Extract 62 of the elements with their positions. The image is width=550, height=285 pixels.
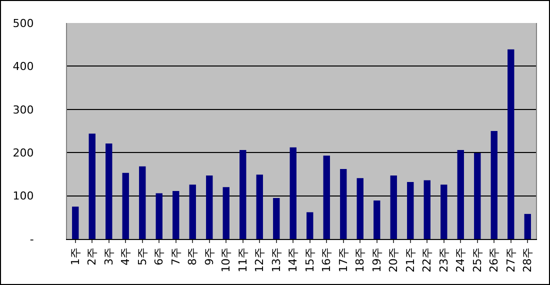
x-tick-label: 14주 xyxy=(286,247,300,272)
y-tick-label: 400 xyxy=(12,60,34,74)
bar xyxy=(306,212,314,239)
bar xyxy=(424,180,430,239)
y-tick-label: 100 xyxy=(12,190,34,203)
x-tick-label: 13주 xyxy=(270,247,283,272)
x-tick-label: 9주 xyxy=(202,247,216,266)
bar xyxy=(72,206,79,239)
bar xyxy=(156,193,162,239)
x-tick-label: 25주 xyxy=(470,247,484,272)
x-tick-label: 12주 xyxy=(253,247,266,272)
x-tick-label: 3주 xyxy=(102,247,116,266)
x-tick-label: 4주 xyxy=(119,247,132,266)
bar xyxy=(340,169,347,239)
bar xyxy=(457,150,464,239)
bar xyxy=(189,184,196,239)
bar xyxy=(390,176,397,239)
bar xyxy=(122,172,129,239)
x-tick-label: 5주 xyxy=(136,247,149,266)
bar xyxy=(374,200,380,239)
x-tick-label: 26주 xyxy=(488,247,501,272)
bar xyxy=(206,176,213,239)
bar xyxy=(273,198,280,239)
x-tick-label: 21주 xyxy=(404,247,417,272)
bar xyxy=(88,134,96,239)
bar xyxy=(524,214,531,239)
bar xyxy=(407,182,414,239)
y-tick-label: - xyxy=(30,232,34,246)
x-tick-label: 28주 xyxy=(521,247,534,272)
x-tick-label: 11주 xyxy=(236,247,250,272)
bar xyxy=(490,131,498,239)
y-tick-label: 200 xyxy=(12,146,34,160)
x-tick-label: 15주 xyxy=(303,247,316,272)
x-tick-label: 16주 xyxy=(320,247,334,272)
x-tick-label: 27주 xyxy=(504,247,518,272)
x-tick-label: 10주 xyxy=(220,247,233,272)
x-tick-label: 24주 xyxy=(454,247,468,272)
x-tick-label: 18주 xyxy=(354,247,367,272)
x-tick-label: 20주 xyxy=(387,247,400,272)
bar xyxy=(508,49,514,239)
y-tick-label: 500 xyxy=(12,16,34,30)
bar xyxy=(356,178,364,239)
x-tick-label: 19주 xyxy=(370,247,384,272)
bar xyxy=(222,187,230,239)
x-tick-label: 23주 xyxy=(437,247,450,272)
x-tick-label: 2주 xyxy=(86,247,99,266)
x-tick-label: 1주 xyxy=(68,247,82,266)
bar xyxy=(240,150,246,239)
bar xyxy=(323,156,330,239)
x-tick-label: 8주 xyxy=(186,247,200,266)
x-tick-label: 6주 xyxy=(152,247,166,266)
bar xyxy=(256,174,263,239)
bar xyxy=(290,147,296,239)
x-tick-label: 7주 xyxy=(169,247,182,266)
bar xyxy=(474,153,481,239)
y-tick-label: 300 xyxy=(12,103,34,116)
x-tick-label: 17주 xyxy=(336,247,350,272)
bar xyxy=(139,166,146,239)
x-tick-label: 22주 xyxy=(420,247,434,272)
bar xyxy=(440,184,448,239)
bar xyxy=(106,144,112,239)
bar xyxy=(172,191,180,239)
